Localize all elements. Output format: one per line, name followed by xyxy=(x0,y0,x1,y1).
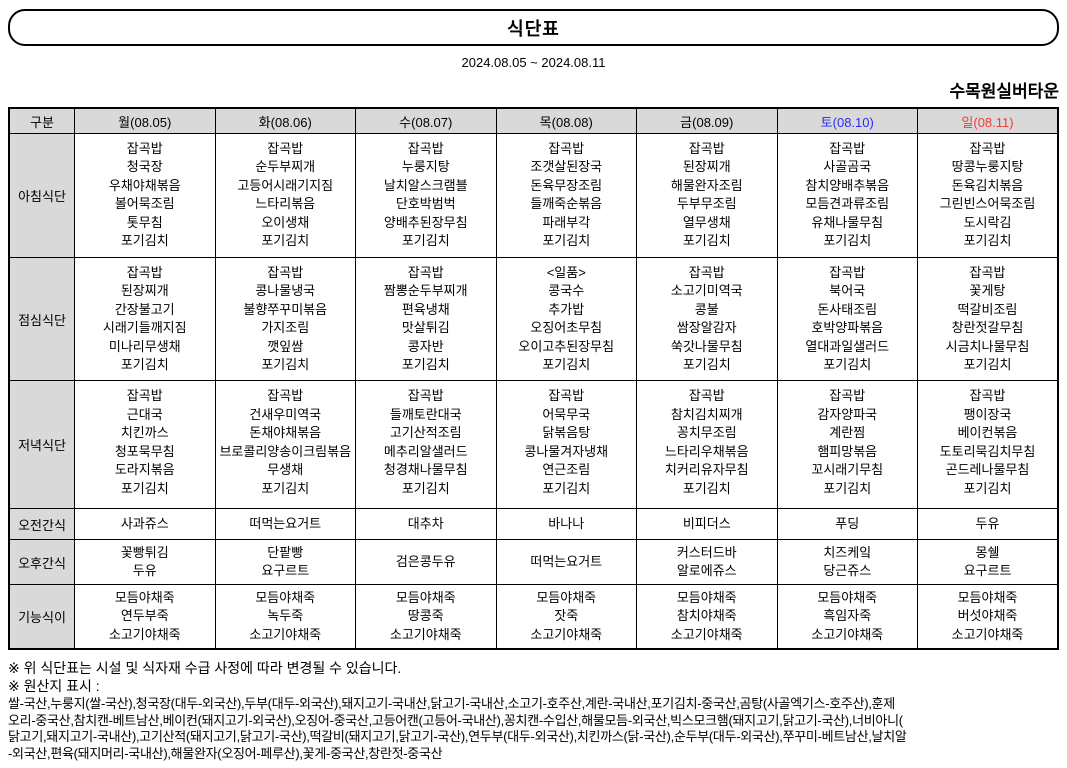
menu-row: 오후간식 꽃빵튀김 두유 단팥빵 요구르트 검은콩두유 떠먹는요거트 커스터드바 알로에쥬… xyxy=(8,539,1059,586)
column-header-day-5: 토(08.10) xyxy=(776,107,918,134)
origin-line: 닭고기,돼지고기-국내산),고기산적(돼지고기,닭고기-국산),떡갈비(돼지고기… xyxy=(8,729,907,745)
title-box: 식단표 xyxy=(8,9,1059,46)
page-title: 식단표 xyxy=(507,18,560,39)
menu-row: 기능식이 모듬야채죽 연두부죽 소고기야채죽 모듬야채죽 녹두죽 소고기야채죽 모듬야… xyxy=(8,584,1059,650)
origin-line: 오리-중국산,참치캔-베트남산,베이컨(돼지고기-외국산),오징어-중국산,고등… xyxy=(8,712,903,728)
menu-cell: 꽃빵튀김 두유 xyxy=(74,539,216,586)
menu-cell: 모듬야채죽 잣죽 소고기야채죽 xyxy=(495,584,637,650)
menu-row: 저녁식단 잡곡밥 근대국 치킨까스 청포묵무침 도라지볶음 포기김치 잡곡밥 건새우… xyxy=(8,380,1059,510)
menu-cell: 모듬야채죽 참치야채죽 소고기야채죽 xyxy=(636,584,778,650)
corner-header: 구분 xyxy=(8,107,75,134)
origin-label: ※ 원산지 표시 : xyxy=(8,678,100,695)
menu-cell: 비피더스 xyxy=(636,508,778,541)
menu-cell: 떠먹는요거트 xyxy=(214,508,356,541)
row-label: 기능식이 xyxy=(8,584,75,650)
menu-cell: 잡곡밥 북어국 돈사태조림 호박양파볶음 열대과일샐러드 포기김치 xyxy=(776,256,918,382)
column-header-day-3: 목(08.08) xyxy=(495,107,637,134)
menu-cell: 검은콩두유 xyxy=(355,539,497,586)
column-header-day-6: 일(08.11) xyxy=(917,107,1059,134)
menu-cell: 모듬야채죽 연두부죽 소고기야채죽 xyxy=(74,584,216,650)
row-label: 오전간식 xyxy=(8,508,75,541)
origin-line: 쌀-국산,누룽지(쌀-국산),청국장(대두-외국산),두부(대두-외국산),돼지… xyxy=(8,695,895,711)
menu-cell: 잡곡밥 사골곰국 참치양배추볶음 모듬견과류조림 유채나물무침 포기김치 xyxy=(776,133,918,258)
menu-cell: <일품> 콩국수 추가밥 오징어초무침 오이고추된장무침 포기김치 xyxy=(495,256,637,382)
column-header-day-2: 수(08.07) xyxy=(355,107,497,134)
menu-cell: 잡곡밥 순두부찌개 고등어시래기지짐 느타리볶음 오이생채 포기김치 xyxy=(214,133,356,258)
menu-cell: 잡곡밥 꽃게탕 떡갈비조림 창란젓갈무침 시금치나물무침 포기김치 xyxy=(917,256,1059,382)
column-header-day-0: 월(08.05) xyxy=(74,107,216,134)
row-label: 아침식단 xyxy=(8,133,75,258)
row-label: 저녁식단 xyxy=(8,380,75,510)
table-header: 구분 월(08.05) 화(08.06) 수(08.07) 목(08.08) 금(08.0… xyxy=(8,107,1059,134)
table-body: 아침식단 잡곡밥 청국장 우채야채볶음 볼어묵조림 톳무침 포기김치 잡곡밥 순두부… xyxy=(8,133,1059,650)
menu-row: 아침식단 잡곡밥 청국장 우채야채볶음 볼어묵조림 톳무침 포기김치 잡곡밥 순두부… xyxy=(8,133,1059,258)
menu-cell: 몽쉘 요구르트 xyxy=(917,539,1059,586)
origin-info: 쌀-국산,누룽지(쌀-국산),청국장(대두-외국산),두부(대두-외국산),돼지… xyxy=(8,696,1059,763)
menu-cell: 두유 xyxy=(917,508,1059,541)
menu-cell: 잡곡밥 소고기미역국 콩불 쌈장알감자 쑥갓나물무침 포기김치 xyxy=(636,256,778,382)
footer-notes: ※ 위 식단표는 시설 및 식자재 수급 사정에 따라 변경될 수 있습니다. … xyxy=(8,659,1059,762)
menu-cell: 잡곡밥 누룽지탕 날치알스크램블 단호박범벅 양배추된장무침 포기김치 xyxy=(355,133,497,258)
menu-cell: 잡곡밥 조갯살된장국 돈육무장조림 들깨죽순볶음 파래부각 포기김치 xyxy=(495,133,637,258)
menu-cell: 푸딩 xyxy=(776,508,918,541)
menu-cell: 잡곡밥 청국장 우채야채볶음 볼어묵조림 톳무침 포기김치 xyxy=(74,133,216,258)
menu-row: 오전간식 사과쥬스 떠먹는요거트 대추차 바나나 비피더스 푸딩 두유 xyxy=(8,508,1059,541)
table-header-row: 구분 월(08.05) 화(08.06) 수(08.07) 목(08.08) 금(08.0… xyxy=(8,107,1059,134)
menu-cell: 잡곡밥 감자양파국 계란찜 햄피망볶음 꼬시래기무침 포기김치 xyxy=(776,380,918,510)
menu-cell: 잡곡밥 들깨토란대국 고기산적조림 메추리알샐러드 청경채나물무침 포기김치 xyxy=(355,380,497,510)
menu-cell: 떠먹는요거트 xyxy=(495,539,637,586)
meal-plan-table: 구분 월(08.05) 화(08.06) 수(08.07) 목(08.08) 금(08.0… xyxy=(8,107,1059,650)
facility-name: 수목원실버타운 xyxy=(949,82,1059,101)
menu-cell: 모듬야채죽 녹두죽 소고기야채죽 xyxy=(214,584,356,650)
menu-cell: 잡곡밥 건새우미역국 돈채야채볶음 브로콜리양송이크림볶음 무생채 포기김치 xyxy=(214,380,356,510)
menu-cell: 바나나 xyxy=(495,508,637,541)
menu-cell: 잡곡밥 참치김치찌개 꽁치무조림 느타리우채볶음 치커리유자무침 포기김치 xyxy=(636,380,778,510)
column-header-day-4: 금(08.09) xyxy=(636,107,778,134)
menu-cell: 모듬야채죽 버섯야채죽 소고기야채죽 xyxy=(917,584,1059,650)
menu-cell: 사과쥬스 xyxy=(74,508,216,541)
origin-line: -외국산,편육(돼지머리-국내산),해물완자(오징어-페루산),꽃게-중국산,창… xyxy=(8,745,443,761)
row-label: 오후간식 xyxy=(8,539,75,586)
column-header-day-1: 화(08.06) xyxy=(214,107,356,134)
menu-cell: 잡곡밥 땅콩누룽지탕 돈육김치볶음 그린빈스어묵조림 도시락김 포기김치 xyxy=(917,133,1059,258)
menu-cell: 잡곡밥 짬뽕순두부찌개 편육냉채 맛살튀김 콩자반 포기김치 xyxy=(355,256,497,382)
menu-cell: 잡곡밥 된장찌개 간장불고기 시래기들깨지짐 미나리무생채 포기김치 xyxy=(74,256,216,382)
menu-cell: 단팥빵 요구르트 xyxy=(214,539,356,586)
menu-cell: 모듬야채죽 땅콩죽 소고기야채죽 xyxy=(355,584,497,650)
menu-cell: 모듬야채죽 흑임자죽 소고기야채죽 xyxy=(776,584,918,650)
menu-cell: 커스터드바 알로에쥬스 xyxy=(636,539,778,586)
date-range: 2024.08.05 ~ 2024.08.11 xyxy=(461,55,606,70)
menu-cell: 잡곡밥 어묵무국 닭볶음탕 콩나물겨자냉채 연근조림 포기김치 xyxy=(495,380,637,510)
menu-cell: 잡곡밥 된장찌개 해물완자조림 두부무조림 열무생채 포기김치 xyxy=(636,133,778,258)
menu-cell: 잡곡밥 근대국 치킨까스 청포묵무침 도라지볶음 포기김치 xyxy=(74,380,216,510)
menu-cell: 치즈케잌 당근쥬스 xyxy=(776,539,918,586)
change-notice: ※ 위 식단표는 시설 및 식자재 수급 사정에 따라 변경될 수 있습니다. xyxy=(8,659,402,676)
row-label: 점심식단 xyxy=(8,256,75,382)
menu-cell: 잡곡밥 콩나물냉국 불향쭈꾸미볶음 가지조림 깻잎쌈 포기김치 xyxy=(214,256,356,382)
menu-cell: 대추차 xyxy=(355,508,497,541)
menu-row: 점심식단 잡곡밥 된장찌개 간장불고기 시래기들깨지짐 미나리무생채 포기김치 잡곡… xyxy=(8,256,1059,382)
menu-cell: 잡곡밥 팽이장국 베이컨볶음 도토리묵김치무침 곤드레나물무침 포기김치 xyxy=(917,380,1059,510)
